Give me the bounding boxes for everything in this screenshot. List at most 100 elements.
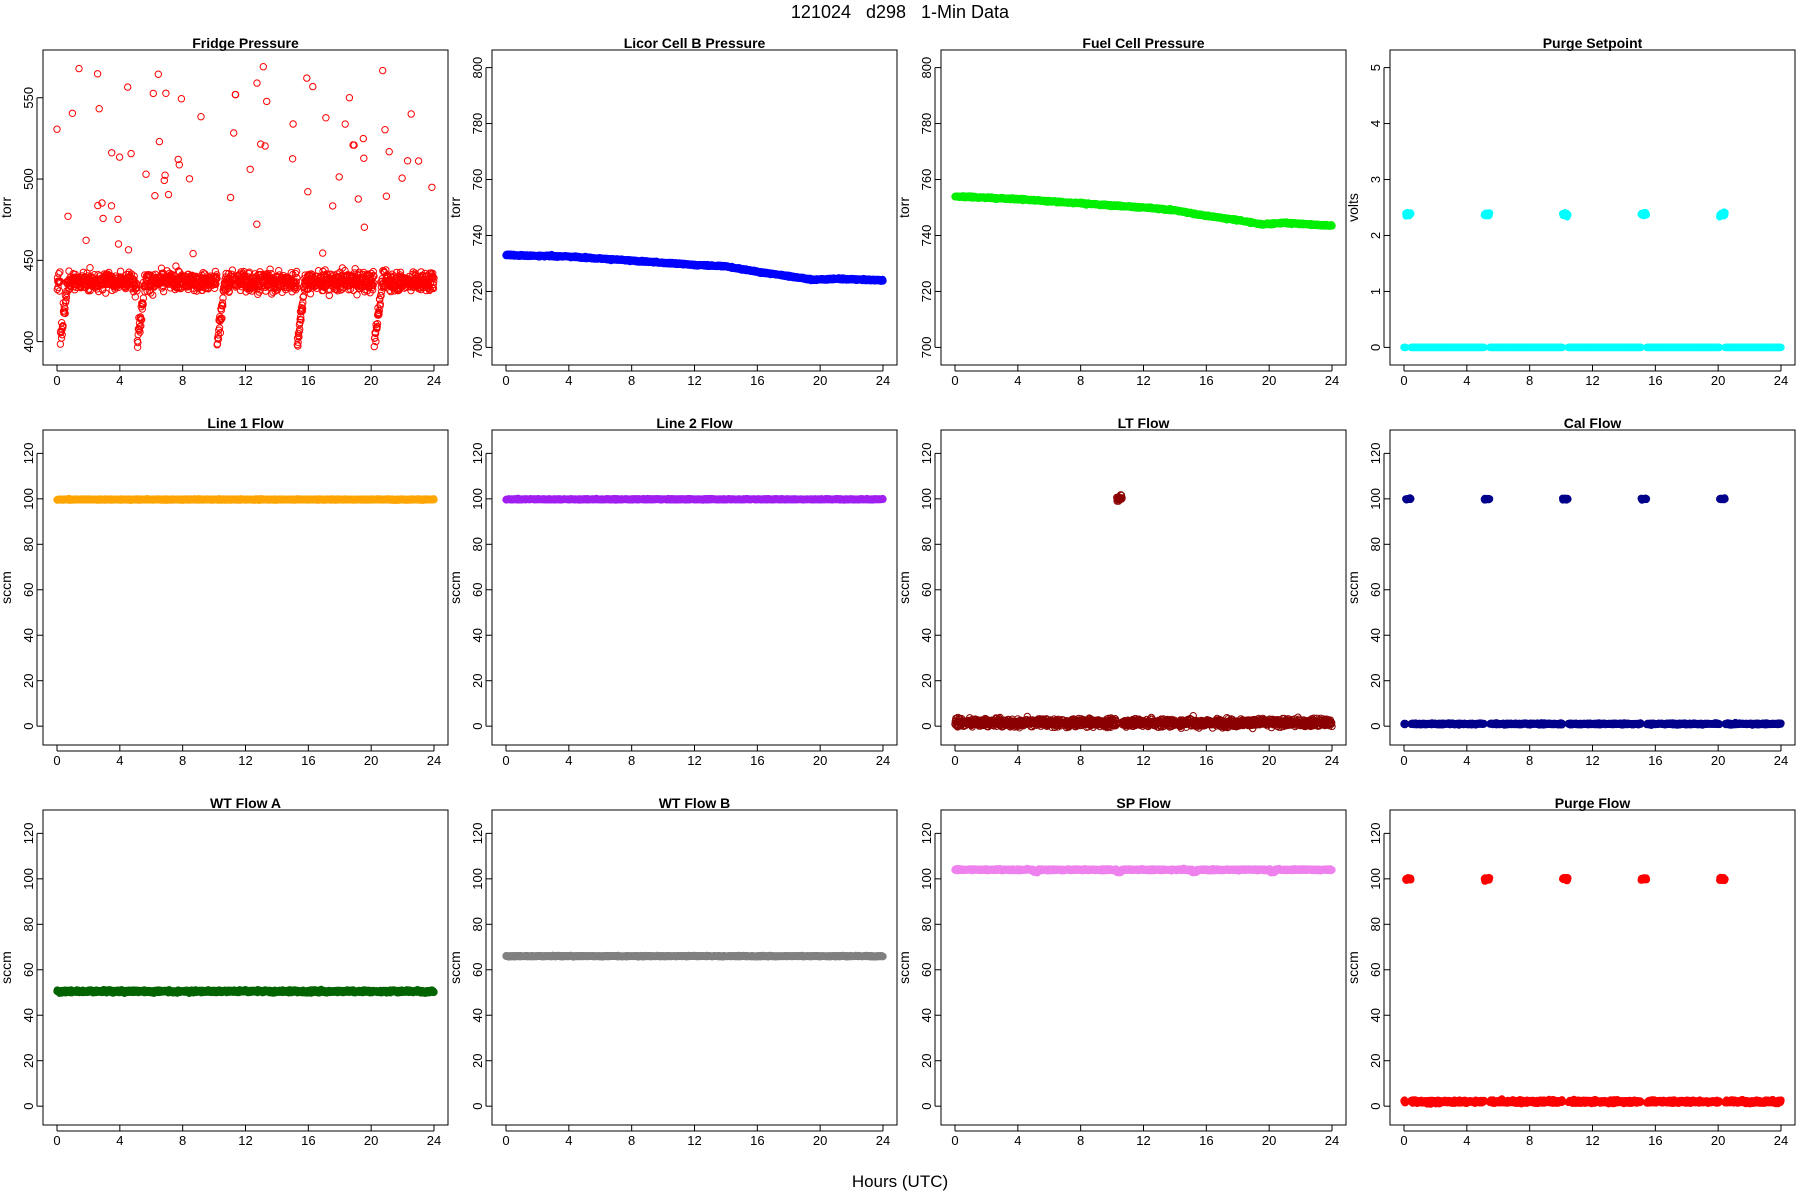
data-point (216, 329, 225, 337)
data-point (161, 171, 169, 179)
data-point (385, 148, 393, 156)
data-point (95, 105, 103, 113)
chart-title: Fridge Pressure (192, 35, 299, 51)
data-point (213, 271, 221, 279)
data-point (213, 274, 221, 283)
data-point (99, 214, 107, 223)
data-point (217, 306, 226, 314)
data-point (372, 337, 380, 346)
data-point (253, 79, 261, 87)
data-point (149, 89, 158, 98)
data-point (79, 268, 88, 277)
data-point (382, 266, 390, 274)
x-tick-label: 8 (179, 373, 186, 388)
data-point (236, 286, 245, 295)
data-point (345, 94, 354, 102)
data-point (275, 267, 283, 275)
x-tick-label: 8 (628, 373, 635, 388)
y-tick-label: 700 (470, 337, 485, 359)
x-tick-label: 20 (1262, 373, 1276, 388)
data-point (407, 110, 415, 118)
data-point (240, 267, 248, 276)
data-point (879, 277, 887, 285)
data-point (215, 324, 224, 332)
data-point (124, 246, 133, 254)
data-point (288, 155, 297, 163)
data-point (189, 249, 197, 258)
data-point (136, 323, 144, 331)
x-tick-label: 8 (1077, 373, 1084, 388)
data-point (155, 137, 164, 146)
data-point (379, 66, 387, 75)
data-point (377, 291, 385, 300)
data-point (151, 192, 159, 200)
x-tick-label: 24 (427, 373, 441, 388)
data-point (319, 249, 327, 257)
data-point (373, 322, 381, 331)
data-point (94, 287, 103, 296)
data-point (360, 154, 368, 162)
data-point (304, 188, 312, 196)
data-point (160, 176, 169, 185)
series-points (502, 250, 887, 285)
y-axis-label: torr (896, 197, 912, 218)
data-point (359, 134, 367, 143)
plot-frame (42, 49, 449, 366)
data-point (218, 299, 227, 307)
data-point (231, 90, 240, 99)
plot-frame (491, 49, 898, 366)
data-point (172, 262, 180, 270)
data-point (133, 287, 141, 295)
data-point (295, 333, 303, 341)
data-point (214, 331, 223, 339)
data-point (375, 310, 383, 318)
data-point (417, 268, 425, 276)
x-tick-label: 24 (876, 373, 890, 388)
data-point (93, 70, 102, 78)
data-point (396, 268, 405, 277)
y-tick-label: 780 (470, 113, 485, 135)
data-point (429, 269, 437, 278)
data-point (354, 195, 362, 203)
data-point (261, 142, 269, 150)
series-points (53, 63, 438, 351)
x-tick-label: 0 (502, 373, 509, 388)
data-point (381, 126, 389, 134)
plot-frame (1389, 49, 1796, 366)
data-point (149, 291, 157, 299)
data-point (335, 173, 343, 181)
data-point (430, 274, 438, 282)
data-point (58, 331, 66, 339)
data-point (332, 286, 340, 294)
data-point (53, 125, 61, 133)
y-axis-label: torr (447, 197, 463, 218)
y-tick-label: 780 (919, 113, 934, 135)
x-tick-label: 16 (1199, 373, 1213, 388)
data-point (59, 322, 67, 330)
data-point (291, 279, 299, 287)
y-tick-label: 450 (21, 249, 36, 271)
data-point (57, 334, 66, 342)
data-point (338, 264, 347, 272)
data-point (373, 320, 382, 328)
data-point (292, 278, 300, 286)
y-tick-label: 740 (919, 225, 934, 247)
x-tick-label: 12 (1136, 373, 1150, 388)
chart-title: Licor Cell B Pressure (624, 35, 766, 51)
y-tick-label: 400 (21, 331, 36, 353)
data-point (303, 74, 311, 82)
x-tick-label: 20 (364, 373, 378, 388)
data-point (370, 342, 378, 351)
data-point (142, 170, 150, 178)
data-point (210, 284, 219, 293)
data-point (82, 236, 90, 245)
y-tick-label: 760 (919, 169, 934, 191)
data-point (115, 153, 124, 161)
data-point (377, 288, 386, 296)
data-point (350, 141, 358, 149)
